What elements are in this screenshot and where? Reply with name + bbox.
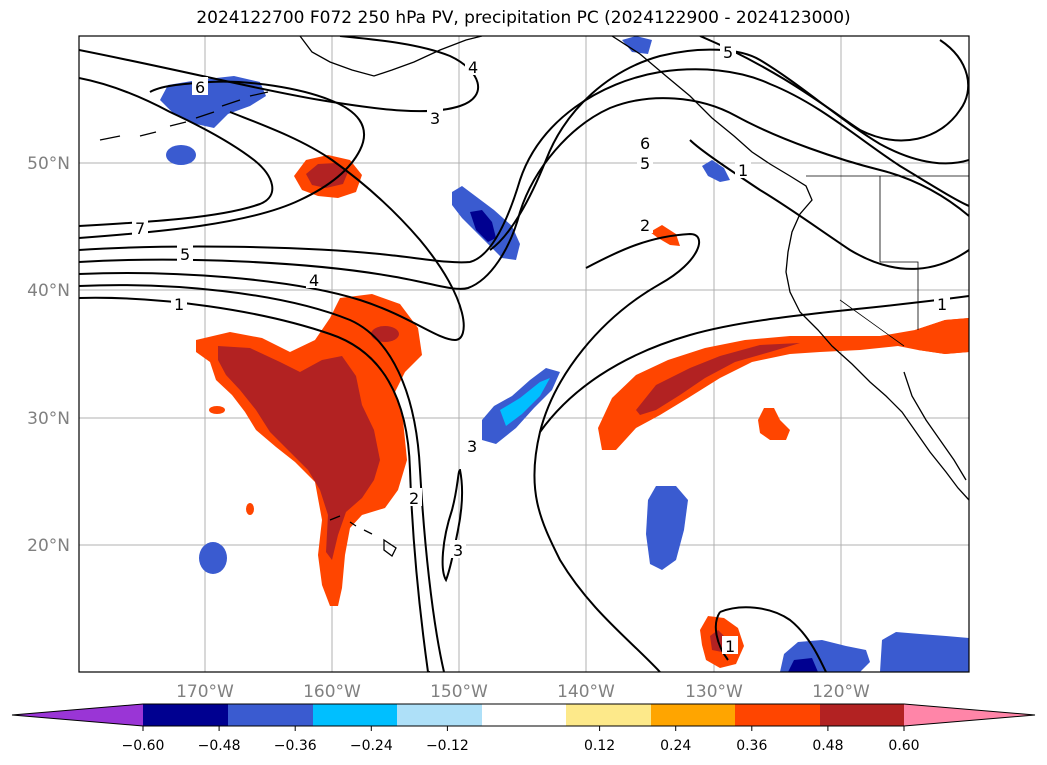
contour-label: 1	[725, 637, 735, 656]
contour-label: 3	[430, 109, 440, 128]
coast-wet-cell	[650, 225, 680, 246]
contour-2	[79, 232, 701, 672]
coastlines	[99, 36, 969, 557]
southeast-alaska-coast	[611, 36, 969, 501]
aleutian-dry-cell	[166, 145, 196, 165]
lat-label: 40°N	[27, 281, 70, 301]
longitude-labels: 170°W 160°W 150°W 140°W 130°W 120°W	[176, 682, 870, 702]
hawaii-islands	[329, 515, 397, 557]
colorbar-tick-label: 0.12	[584, 738, 615, 754]
colorbar-min-extend	[12, 704, 143, 726]
map-frame	[78, 35, 970, 673]
alaska-dry-cell	[622, 36, 652, 54]
contour-label-group: 7 5 4 1 6 4 3 2 3 3 5 6 5 2	[132, 42, 950, 656]
colorbar-segment	[566, 704, 651, 726]
hawaii-west-dry-cell	[199, 542, 227, 574]
latitude-labels: 50°N 40°N 30°N 20°N	[27, 154, 70, 556]
alaska-gulf-wet-core	[306, 163, 348, 188]
colorbar-tick-label: 0.24	[660, 738, 691, 754]
bering-dry-area	[160, 76, 266, 128]
colorbar-segment	[820, 704, 904, 726]
contour-label: 4	[468, 58, 478, 77]
contour-5	[79, 68, 969, 264]
negative-precip-areas	[160, 36, 969, 672]
colorbar-max-extend	[904, 704, 1035, 726]
lon-label: 150°W	[430, 682, 488, 702]
colorbar-tick-labels: −0.60 −0.48 −0.36 −0.24 −0.12 0.12 0.24 0.36 0.4…	[122, 738, 920, 754]
contour-1	[79, 295, 969, 672]
positive-precip-areas	[196, 155, 969, 668]
small-wet-cell-b	[246, 503, 254, 515]
colorbar-segment	[651, 704, 735, 726]
contour-9	[699, 36, 969, 142]
aleutian-islands	[99, 91, 269, 141]
colorbar-tick-label: 0.48	[812, 738, 843, 754]
contour-label: 2	[640, 216, 650, 235]
colorbar-tick-label: 0.60	[888, 738, 919, 754]
contour-label: 5	[723, 43, 733, 62]
lon-label: 120°W	[812, 682, 870, 702]
gulf-dry-core	[470, 210, 496, 242]
alaska-peninsula-coast	[299, 36, 483, 77]
colorbar-segment	[143, 704, 228, 726]
lat-label: 30°N	[27, 409, 70, 429]
contour-4	[79, 97, 969, 290]
coast-dry-cell	[702, 160, 730, 182]
central-dry-edge	[500, 378, 550, 426]
map-title: 2024122700 F072 250 hPa PV, precipitatio…	[196, 8, 851, 28]
small-wet-cell-a	[209, 406, 225, 414]
lon-label: 160°W	[303, 682, 361, 702]
contour-7	[79, 77, 969, 270]
central-pacific-wet-core	[218, 346, 380, 560]
colorbar-tick-label: −0.12	[426, 738, 469, 754]
contour-6	[79, 48, 969, 251]
contour-label: 7	[135, 219, 145, 238]
colorbar-tick-label: −0.48	[198, 738, 241, 754]
colorbar-tick-label: −0.24	[350, 738, 393, 754]
contour-label: 2	[409, 489, 419, 508]
baja-california-coast	[903, 371, 967, 481]
lat-label: 20°N	[27, 536, 70, 556]
california-wet-cell	[915, 318, 969, 354]
subtropical-jet-wet-core	[636, 343, 800, 415]
colorbar-segment	[313, 704, 397, 726]
contour-label: 1	[937, 295, 947, 314]
subtropical-wet-cell	[758, 408, 790, 440]
contour-label: 6	[640, 134, 650, 153]
pv-contours	[79, 36, 969, 672]
state-borders	[839, 176, 919, 347]
lon-label: 170°W	[176, 682, 234, 702]
contour-label: 5	[640, 154, 650, 173]
colorbar-tick-label: −0.36	[274, 738, 317, 754]
contour-10	[714, 606, 827, 672]
contour-3	[79, 111, 465, 583]
southeast-dry-core	[788, 658, 818, 672]
contour-label: 3	[453, 541, 463, 560]
colorbar-segment	[228, 704, 313, 726]
contour-label: 4	[309, 271, 319, 290]
contour-label: 6	[195, 78, 205, 97]
contour-label: 1	[174, 295, 184, 314]
colorbar-tick-label: −0.60	[122, 738, 165, 754]
lat-label: 50°N	[27, 154, 70, 174]
colorbar-segment	[735, 704, 820, 726]
lon-label: 140°W	[557, 682, 615, 702]
colorbar: −0.60 −0.48 −0.36 −0.24 −0.12 0.12 0.24 0.36 0.4…	[11, 703, 1036, 754]
subtropical-dry-cell	[646, 486, 688, 570]
colorbar-segment	[397, 704, 482, 726]
colorbar-segment	[482, 704, 566, 726]
contour-label: 5	[180, 245, 190, 264]
contour-label: 1	[738, 161, 748, 180]
small-wet-cell-c	[371, 326, 399, 342]
southeast-dry-area-b	[880, 632, 969, 672]
lon-label: 130°W	[685, 682, 743, 702]
contour-label: 3	[467, 437, 477, 456]
colorbar-ticks	[142, 726, 905, 731]
colorbar-tick-label: 0.36	[736, 738, 767, 754]
